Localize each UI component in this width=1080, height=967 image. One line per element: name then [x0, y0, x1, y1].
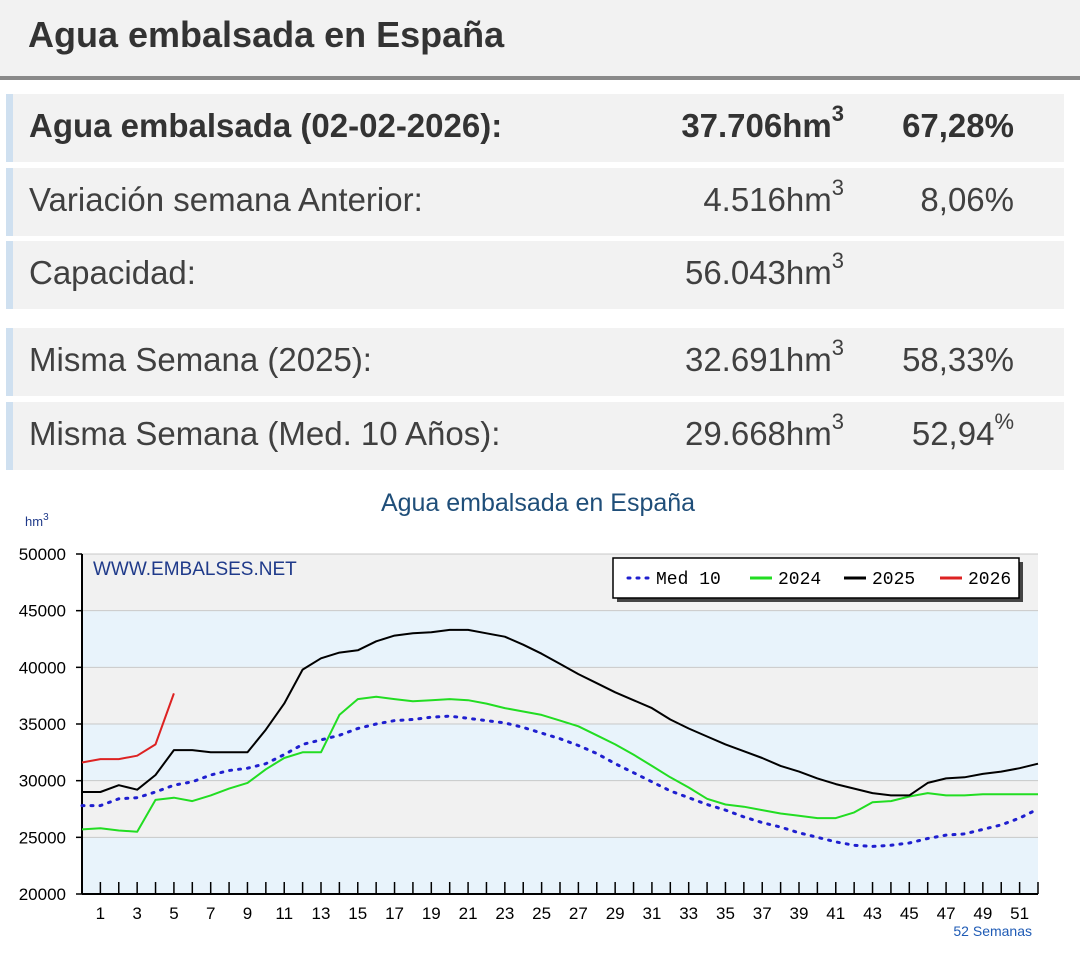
x-tick-label: 33: [679, 904, 698, 923]
x-tick-label: 41: [826, 904, 845, 923]
x-tick-label: 35: [716, 904, 735, 923]
x-tick-label: 7: [206, 904, 215, 923]
header-bar: Agua embalsada en España: [0, 0, 1080, 80]
y-tick-label: 25000: [19, 828, 66, 847]
x-tick-label: 9: [243, 904, 252, 923]
summary-label: Misma Semana (2025):: [29, 341, 372, 378]
summary-value: 37.706hm3: [681, 101, 844, 145]
summary-percent: 52,94%: [911, 409, 1014, 453]
summary-row: Capacidad: 56.043hm3: [6, 241, 1064, 309]
watermark: WWW.EMBALSES.NET: [93, 559, 297, 580]
summary-percent: 67,28%: [902, 107, 1014, 144]
x-tick-label: 43: [863, 904, 882, 923]
x-tick-label: 37: [753, 904, 772, 923]
x-tick-label: 17: [385, 904, 404, 923]
x-tick-label: 19: [422, 904, 441, 923]
x-tick-label: 1: [96, 904, 105, 923]
x-tick-label: 21: [459, 904, 478, 923]
page-title: Agua embalsada en España: [28, 14, 505, 55]
summary-percent: 58,33%: [902, 341, 1014, 378]
legend-label: 2026: [968, 570, 1011, 590]
summary-value: 56.043hm3: [684, 248, 844, 292]
y-tick-label: 30000: [19, 772, 66, 791]
x-tick-label: 49: [973, 904, 992, 923]
x-tick-label: 39: [790, 904, 809, 923]
x-tick-label: 45: [900, 904, 919, 923]
y-axis-label: hm3: [25, 512, 49, 529]
summary-label: Misma Semana (Med. 10 Años):: [29, 415, 501, 452]
x-tick-label: 23: [495, 904, 514, 923]
summary-label: Agua embalsada (02-02-2026):: [29, 107, 503, 144]
y-tick-label: 45000: [19, 602, 66, 621]
legend-label: 2025: [872, 570, 915, 590]
summary-unit: hm3: [785, 335, 844, 379]
x-tick-label: 3: [132, 904, 141, 923]
summary-unit: hm3: [785, 248, 844, 292]
summary-value: 32.691hm3: [684, 335, 844, 379]
y-tick-label: 50000: [19, 545, 66, 564]
summary-row: Agua embalsada (02-02-2026): 37.706hm3 67,…: [6, 94, 1064, 162]
summary-row: Misma Semana (2025): 32.691hm3 58,33%: [6, 328, 1064, 396]
plot-band: [82, 780, 1038, 838]
summary-value: 29.668hm3: [684, 409, 844, 453]
x-tick-label: 5: [169, 904, 178, 923]
x-tick-label: 27: [569, 904, 588, 923]
summary-label: Capacidad:: [29, 254, 196, 291]
x-tick-label: 31: [642, 904, 661, 923]
series-line-2024: [81, 695, 1038, 833]
chart-svg: Agua embalsada en España hm3 20000 25000 300…: [19, 489, 1040, 939]
summary-unit: hm3: [785, 175, 844, 219]
y-tick-label: 20000: [19, 885, 66, 904]
plot-band: [82, 610, 1038, 668]
y-tick-label: 35000: [19, 715, 66, 734]
x-tick-label: 51: [1010, 904, 1029, 923]
x-axis-label: 52 Semanas: [953, 923, 1032, 939]
legend: Med 10 2024 2025 2026: [612, 557, 1023, 602]
x-tick-label: 11: [275, 904, 293, 923]
summary-label: Variación semana Anterior:: [29, 181, 423, 218]
x-tick-label: 13: [312, 904, 331, 923]
series-line-med-10: [80, 714, 1040, 848]
legend-label: 2024: [778, 570, 821, 590]
summary-unit: hm3: [782, 101, 844, 145]
y-tick-label: 40000: [19, 658, 66, 677]
x-tick-label: 15: [348, 904, 367, 923]
summary-percent: 8,06%: [920, 181, 1014, 218]
summary-row: Variación semana Anterior: 4.516hm3 8,06%: [6, 168, 1064, 236]
x-tick-label: 29: [606, 904, 625, 923]
summary-row: Misma Semana (Med. 10 Años): 29.668hm3 52,…: [6, 402, 1064, 470]
summary-value: 4.516hm3: [703, 175, 844, 219]
chart-area: Agua embalsada en España hm3 20000 25000 300…: [0, 476, 1080, 962]
x-tick-label: 47: [937, 904, 956, 923]
summary-unit: hm3: [785, 409, 844, 453]
series-line-2025: [82, 628, 1039, 797]
plot-band: [82, 667, 1038, 724]
chart-title: Agua embalsada en España: [381, 489, 695, 517]
legend-label: Med 10: [656, 570, 721, 590]
series-line-2026: [81, 693, 175, 764]
x-tick-label: 25: [532, 904, 551, 923]
